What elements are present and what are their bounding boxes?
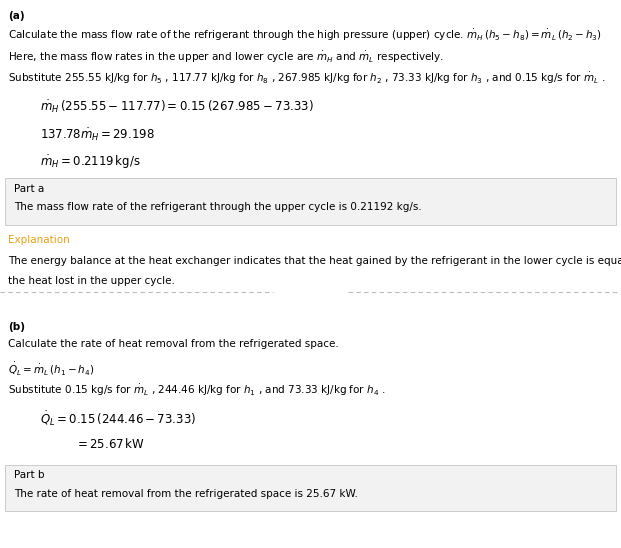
Text: Explanation: Explanation xyxy=(8,235,70,244)
Text: $\dot{m}_H = 0.2119\,\mathrm{kg/s}$: $\dot{m}_H = 0.2119\,\mathrm{kg/s}$ xyxy=(40,153,141,171)
FancyBboxPatch shape xyxy=(5,178,616,225)
Text: Calculate the mass flow rate of the refrigerant through the high pressure (upper: Calculate the mass flow rate of the refr… xyxy=(8,27,602,43)
Text: Here, the mass flow rates in the upper and lower cycle are $\dot{m}_H$ and $\dot: Here, the mass flow rates in the upper a… xyxy=(8,49,444,65)
Text: Calculate the rate of heat removal from the refrigerated space.: Calculate the rate of heat removal from … xyxy=(8,339,339,349)
Text: The rate of heat removal from the refrigerated space is 25.67 kW.: The rate of heat removal from the refrig… xyxy=(14,489,358,499)
FancyBboxPatch shape xyxy=(5,465,616,511)
Text: Substitute 0.15 kg/s for $\dot{m}_L$ , 244.46 kJ/kg for $h_1$ , and 73.33 kJ/kg : Substitute 0.15 kg/s for $\dot{m}_L$ , 2… xyxy=(8,383,386,398)
Text: (a): (a) xyxy=(8,11,25,21)
Text: (b): (b) xyxy=(8,322,25,332)
Text: Substitute 255.55 kJ/kg for $h_5$ , 117.77 kJ/kg for $h_8$ , 267.985 kJ/kg for $: Substitute 255.55 kJ/kg for $h_5$ , 117.… xyxy=(8,71,605,87)
Text: Part b: Part b xyxy=(14,470,44,480)
Text: The energy balance at the heat exchanger indicates that the heat gained by the r: The energy balance at the heat exchanger… xyxy=(8,256,621,266)
Text: $\dot{Q}_L = 0.15\,(244.46 - 73.33)$: $\dot{Q}_L = 0.15\,(244.46 - 73.33)$ xyxy=(40,410,196,429)
Text: Part a: Part a xyxy=(14,184,44,193)
Text: $= 25.67\,\mathrm{kW}$: $= 25.67\,\mathrm{kW}$ xyxy=(75,437,145,452)
Text: $137.78\dot{m}_H = 29.198$: $137.78\dot{m}_H = 29.198$ xyxy=(40,126,155,142)
Text: the heat lost in the upper cycle.: the heat lost in the upper cycle. xyxy=(8,276,175,286)
Text: The mass flow rate of the refrigerant through the upper cycle is 0.21192 kg/s.: The mass flow rate of the refrigerant th… xyxy=(14,202,422,212)
Text: $\dot{Q}_L = \dot{m}_L\,(h_1 - h_4)$: $\dot{Q}_L = \dot{m}_L\,(h_1 - h_4)$ xyxy=(8,361,94,378)
Text: $\dot{m}_H\,(255.55 - 117.77) = 0.15\,(267.985 - 73.33)$: $\dot{m}_H\,(255.55 - 117.77) = 0.15\,(2… xyxy=(40,99,314,115)
